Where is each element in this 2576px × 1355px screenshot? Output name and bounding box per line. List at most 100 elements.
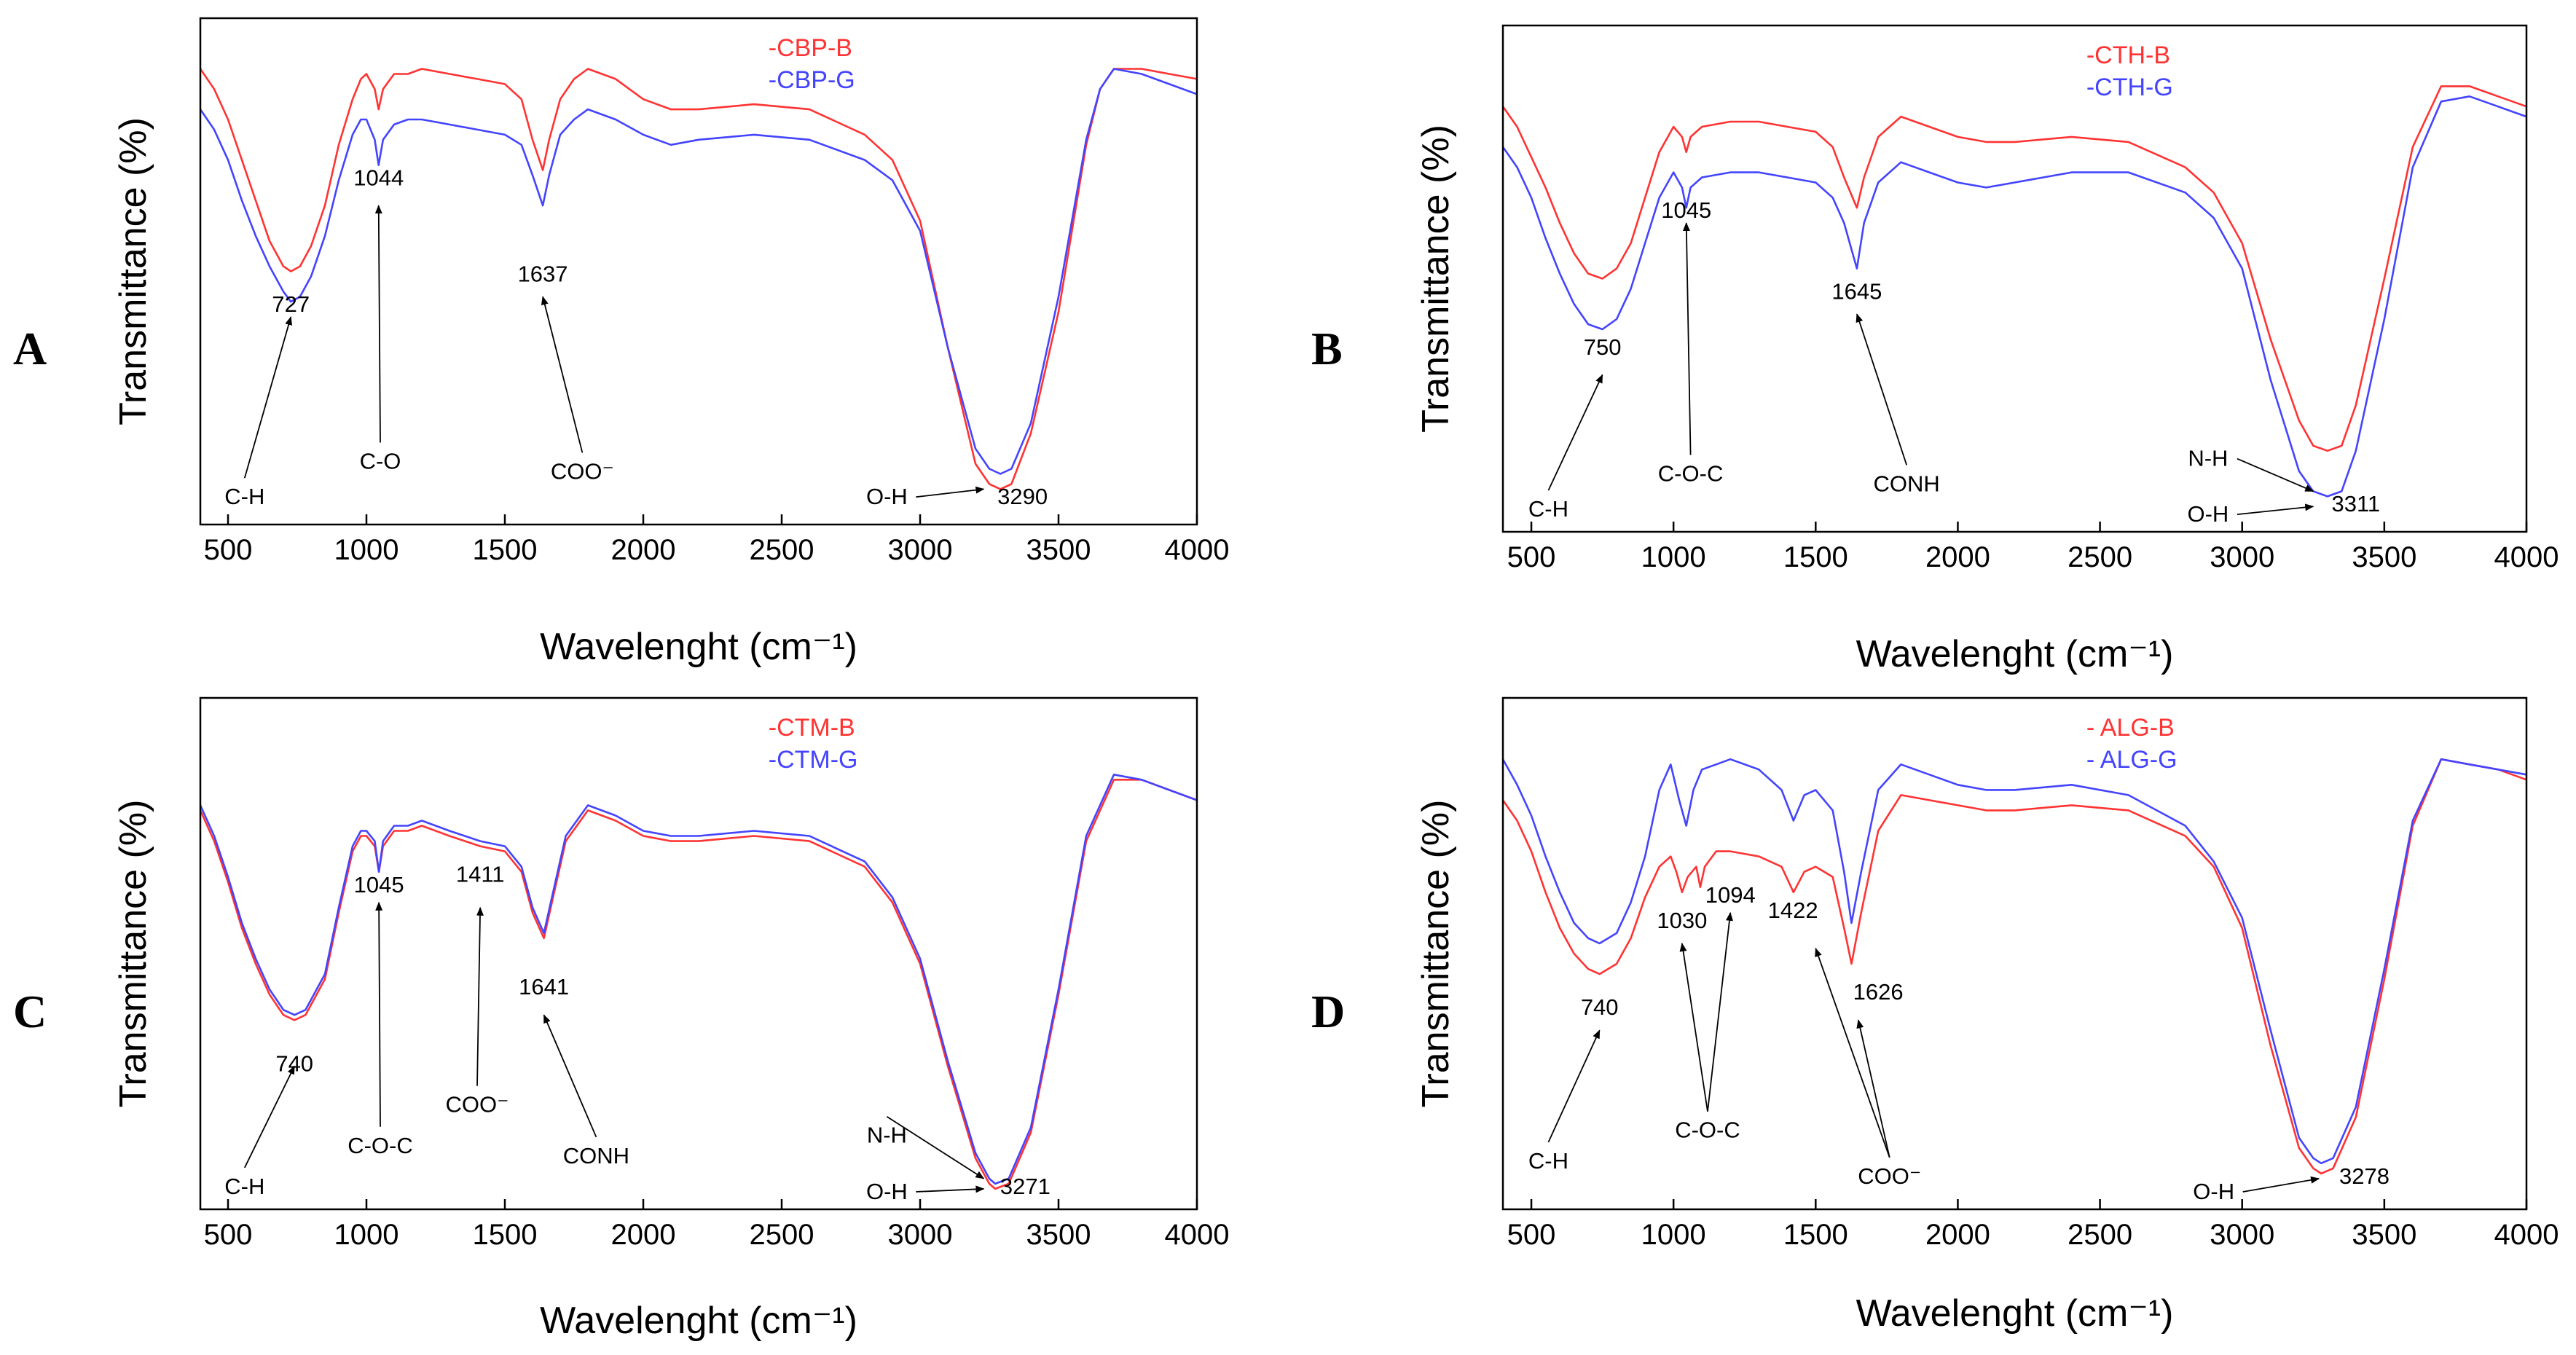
peak-annotation: O-H — [2187, 501, 2229, 527]
y-axis-label: Transmittance (%) — [1415, 125, 1457, 433]
annotation-arrow — [916, 486, 985, 498]
plot-frame — [1501, 696, 2528, 1211]
x-tick-label: 1000 — [1641, 1219, 1706, 1251]
x-axis-label: Wavelenght (cm⁻¹) — [540, 626, 857, 668]
peak-annotation: 727 — [272, 291, 310, 317]
x-tick-label: 2000 — [1925, 541, 1990, 573]
x-tick-label: 2500 — [2068, 541, 2132, 573]
x-tick-label: 2000 — [611, 534, 676, 566]
series-line-ALG-B — [1501, 758, 2527, 1175]
annotation-arrow — [541, 296, 584, 453]
panel-B: B Transmittance (%) Wavelenght (cm⁻¹) 500 10… — [1311, 24, 2559, 675]
plot-frame — [199, 17, 1198, 526]
legend-entry: -CTH-B — [2086, 42, 2170, 69]
peak-annotation: 1641 — [519, 974, 569, 999]
x-tick-label: 3500 — [1026, 1219, 1091, 1251]
peak-annotation: O-H — [866, 1179, 908, 1204]
peak-annotation: C-H — [224, 484, 264, 509]
annotation-arrow — [1682, 222, 1692, 455]
x-tick-label: 3000 — [888, 1219, 953, 1251]
panel-A: A Transmittance (%) Wavelenght (cm⁻¹) 500 10… — [13, 17, 1230, 668]
panel-letter: A — [13, 323, 47, 374]
peak-annotation: C-O-C — [1658, 461, 1724, 487]
peak-annotation: C-H — [224, 1174, 264, 1199]
series-line-CTH-B — [1501, 85, 2527, 452]
panel-letter: D — [1311, 986, 1345, 1037]
x-tick-label: 2000 — [611, 1219, 676, 1251]
x-tick-label: 1000 — [334, 1219, 399, 1251]
series-line-CTH-G — [1501, 95, 2527, 498]
x-tick-label: 500 — [1507, 541, 1556, 573]
x-tick-label: 4000 — [2494, 541, 2559, 573]
peak-annotation: 1045 — [1661, 197, 1711, 223]
panel-letter: C — [13, 986, 47, 1037]
peak-annotation: 1044 — [353, 165, 404, 190]
peak-annotation: N-H — [2188, 446, 2228, 471]
annotation-arrow — [476, 906, 484, 1086]
peak-annotation: 1637 — [518, 261, 568, 286]
annotation-arrow — [1707, 911, 1733, 1112]
x-tick-label: 3000 — [2210, 1219, 2274, 1251]
annotation-arrow — [543, 1014, 597, 1138]
x-tick-label: 500 — [204, 534, 253, 566]
peak-annotation: COO⁻ — [1858, 1163, 1921, 1189]
x-tick-label: 1500 — [473, 1219, 538, 1251]
panel-D: D Transmittance (%) Wavelenght (cm⁻¹) 500 10… — [1311, 696, 2559, 1335]
peak-annotation: O-H — [2193, 1179, 2234, 1204]
x-tick-label: 2500 — [750, 534, 814, 566]
legend-entry: -CBP-B — [769, 34, 852, 62]
peak-annotation: 3278 — [2339, 1163, 2390, 1189]
x-tick-label: 1000 — [334, 534, 399, 566]
legend-entry: - ALG-B — [2086, 714, 2175, 742]
panel-letter: B — [1311, 323, 1343, 374]
peak-annotation: C-O — [360, 449, 401, 474]
annotation-arrow — [243, 1065, 296, 1169]
peak-annotation: 3290 — [997, 484, 1048, 509]
x-tick-label: 1500 — [1783, 541, 1848, 573]
annotation-arrow — [374, 205, 382, 443]
peak-annotation: 1422 — [1768, 898, 1818, 923]
peak-annotation: C-O-C — [1675, 1118, 1740, 1143]
peak-annotation: 1094 — [1705, 882, 1756, 908]
x-tick-label: 3000 — [2210, 541, 2274, 573]
series-line-CTM-G — [199, 774, 1198, 1185]
legend-entry: - ALG-G — [2086, 746, 2178, 774]
plot-frame — [199, 696, 1198, 1211]
peak-annotation: 1645 — [1831, 278, 1882, 304]
annotation-arrow — [886, 1115, 985, 1179]
plot-frame — [1501, 24, 2528, 533]
x-tick-label: 500 — [204, 1219, 253, 1251]
annotation-arrow — [1856, 1019, 1890, 1158]
peak-annotation: 750 — [1584, 334, 1622, 360]
x-tick-label: 3500 — [2352, 541, 2416, 573]
x-tick-label: 4000 — [1165, 1219, 1230, 1251]
series-line-CTM-B — [199, 779, 1198, 1190]
x-tick-label: 4000 — [2494, 1219, 2559, 1251]
x-axis-label: Wavelenght (cm⁻¹) — [1856, 1292, 2174, 1335]
peak-annotation: C-H — [1528, 496, 1568, 522]
y-axis-label: Transmittance (%) — [1415, 800, 1457, 1108]
peak-annotation: 740 — [1581, 994, 1619, 1020]
x-tick-label: 2500 — [2068, 1219, 2132, 1251]
peak-annotation: 1626 — [1853, 979, 1904, 1005]
peak-annotation: COO⁻ — [551, 458, 614, 484]
legend-entry: -CTM-B — [769, 714, 855, 742]
y-axis-label: Transmittance (%) — [112, 117, 154, 425]
annotation-arrow — [916, 1185, 985, 1193]
series-line-ALG-G — [1501, 758, 2527, 1165]
legend-entry: -CTM-G — [769, 746, 858, 774]
annotation-arrow — [1547, 1029, 1601, 1143]
x-tick-label: 1000 — [1641, 541, 1706, 573]
legend-entry: -CTH-G — [2086, 74, 2173, 101]
x-tick-label: 3000 — [888, 534, 953, 566]
peak-annotation: CONH — [563, 1143, 629, 1169]
peak-annotation: 1411 — [456, 862, 505, 887]
annotation-arrow — [1679, 942, 1708, 1112]
x-tick-label: 500 — [1507, 1219, 1556, 1251]
x-tick-label: 4000 — [1165, 534, 1230, 566]
x-axis-label: Wavelenght (cm⁻¹) — [1856, 633, 2174, 675]
peak-annotation: 3271 — [1000, 1174, 1051, 1199]
peak-annotation: CONH — [1874, 471, 1940, 496]
x-tick-label: 1500 — [473, 534, 538, 566]
peak-annotation: COO⁻ — [446, 1092, 509, 1118]
